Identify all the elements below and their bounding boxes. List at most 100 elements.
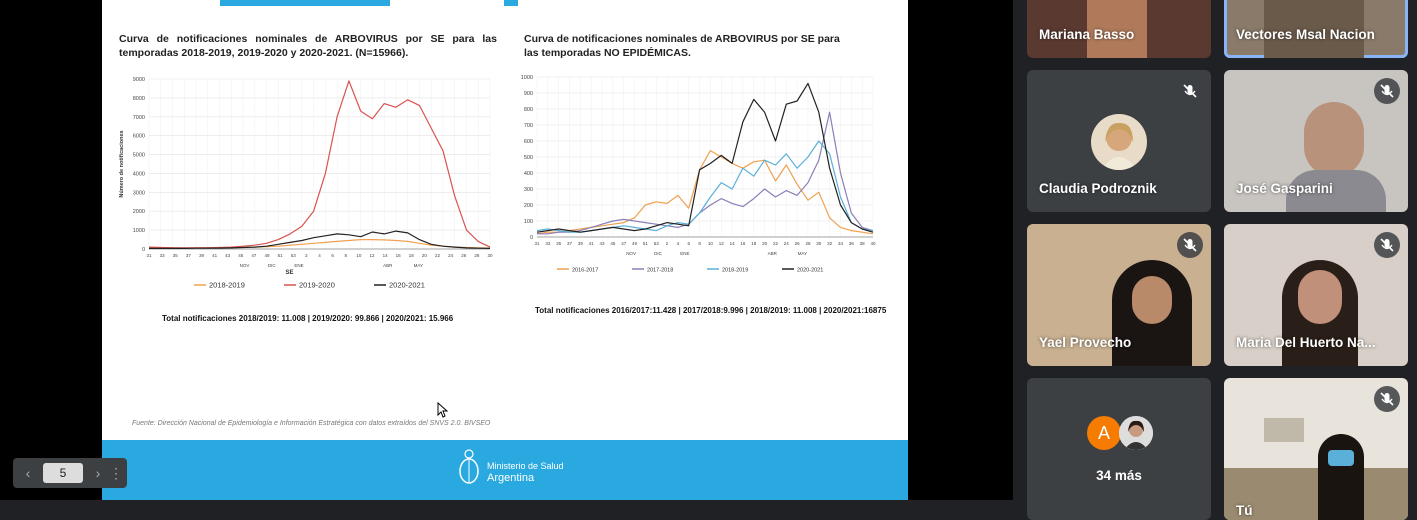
- x-tick-label: 36: [849, 241, 855, 246]
- x-tick-label: 41: [212, 253, 218, 258]
- x-tick-label: 14: [730, 241, 736, 246]
- current-page-indicator[interactable]: 5: [43, 463, 83, 483]
- month-label: ENE: [680, 251, 689, 256]
- slide-accent-bar: [220, 0, 390, 6]
- x-tick-label: 18: [409, 253, 415, 258]
- mic-off-icon: [1374, 232, 1400, 258]
- x-tick-label: 12: [719, 241, 725, 246]
- x-tick-label: 33: [545, 241, 551, 246]
- more-participants-label: 34 más: [1096, 468, 1142, 483]
- month-label: NOV: [626, 251, 636, 256]
- legend-label: 2019-2020: [299, 281, 335, 290]
- x-tick-label: 22: [773, 241, 779, 246]
- x-tick-label: 20: [422, 253, 428, 258]
- y-tick-label: 500: [524, 155, 533, 161]
- participant-video-mask: [1328, 450, 1354, 466]
- series-line: [148, 80, 491, 249]
- x-tick-label: 8: [344, 253, 347, 258]
- month-label: ENE: [294, 263, 303, 268]
- month-label: MAY: [798, 251, 807, 256]
- legend-label: 2018-2019: [209, 281, 245, 290]
- x-tick-label: 4: [677, 241, 680, 246]
- y-axis-title: Número de notificaciones: [119, 130, 125, 197]
- x-tick-label: 35: [556, 241, 562, 246]
- middle-gutter: [908, 0, 1013, 500]
- x-tick-label: 43: [225, 253, 231, 258]
- coat-of-arms-logo: [459, 449, 479, 484]
- participant-tile-yael[interactable]: Yael Provecho: [1027, 224, 1211, 366]
- participant-tile-mariana[interactable]: Mariana Basso: [1027, 0, 1211, 58]
- mic-off-icon: [1177, 232, 1203, 258]
- x-tick-label: 39: [199, 253, 205, 258]
- y-tick-label: 9000: [133, 77, 145, 83]
- x-tick-label: 49: [265, 253, 271, 258]
- participant-tile-more[interactable]: A 34 más: [1027, 378, 1211, 520]
- next-page-button[interactable]: ›: [95, 465, 101, 481]
- slide-footer: Ministerio de Salud Argentina: [102, 440, 908, 500]
- participant-name: José Gasparini: [1236, 181, 1333, 196]
- participant-name: Mariana Basso: [1039, 27, 1135, 42]
- chart2-totals: Total notificaciones 2016/2017:11.428 | …: [535, 306, 887, 315]
- month-label: NOV: [240, 263, 250, 268]
- more-options-button[interactable]: ⋮: [109, 465, 123, 481]
- x-tick-label: 34: [838, 241, 844, 246]
- participant-name: Yael Provecho: [1039, 335, 1132, 350]
- participant-tile-jose[interactable]: José Gasparini: [1224, 70, 1408, 212]
- x-tick-label: 33: [160, 253, 166, 258]
- footer-ministry: Ministerio de Salud: [487, 461, 564, 471]
- participant-video-face: [1298, 270, 1342, 324]
- x-tick-label: 28: [474, 253, 480, 258]
- y-tick-label: 400: [524, 171, 533, 177]
- x-tick-label: 41: [589, 241, 595, 246]
- series-line: [149, 230, 491, 249]
- x-tick-label: 39: [578, 241, 584, 246]
- y-tick-label: 6000: [133, 134, 145, 140]
- participant-tile-self[interactable]: Tú: [1224, 378, 1408, 520]
- x-tick-label: 32: [827, 241, 833, 246]
- participant-video: [1318, 434, 1364, 520]
- series-line: [536, 82, 874, 233]
- x-axis-title: SE: [285, 270, 293, 276]
- legend-label: 2017-2018: [647, 268, 673, 274]
- y-tick-label: 5000: [133, 153, 145, 159]
- series-line: [148, 239, 491, 249]
- series-line: [536, 140, 874, 233]
- x-tick-label: 40: [870, 241, 876, 246]
- legend-label: 2018-2019: [722, 268, 748, 274]
- chart2-title: Curva de notificaciones nominales de ARB…: [524, 33, 840, 59]
- presented-slide: Curva de notificaciones nominales de ARB…: [102, 0, 908, 500]
- x-tick-label: 31: [534, 241, 540, 246]
- participant-name: Maria Del Huerto Na...: [1236, 335, 1376, 350]
- month-label: ABR: [768, 251, 778, 256]
- x-tick-label: 45: [610, 241, 616, 246]
- x-tick-label: 51: [278, 253, 284, 258]
- x-tick-label: 10: [708, 241, 714, 246]
- y-tick-label: 200: [524, 203, 533, 209]
- chart2-svg: 0 100 200 300 400 500 600 700 800 900 1000 31 33 35 37…: [521, 75, 876, 274]
- prev-page-button[interactable]: ‹: [25, 465, 31, 481]
- chart1-title: Curva de notificaciones nominales de ARB…: [119, 33, 497, 59]
- slide-accent-bar: [504, 0, 518, 6]
- x-tick-label: 24: [448, 253, 454, 258]
- participant-tile-claudia[interactable]: Claudia Podroznik: [1027, 70, 1211, 212]
- participant-tile-vectores[interactable]: Vectores Msal Nacion: [1224, 0, 1408, 58]
- mic-off-icon: [1177, 78, 1203, 104]
- y-tick-label: 900: [524, 91, 533, 97]
- mouse-cursor-icon: [437, 402, 449, 418]
- participant-video-body: [1286, 170, 1386, 212]
- x-tick-label: 43: [600, 241, 606, 246]
- participant-tile-maria[interactable]: Maria Del Huerto Na...: [1224, 224, 1408, 366]
- x-tick-label: 30: [487, 253, 493, 258]
- y-tick-label: 100: [524, 219, 533, 225]
- x-tick-label: 47: [251, 253, 257, 258]
- x-tick-label: 53: [654, 241, 660, 246]
- x-tick-label: 26: [795, 241, 801, 246]
- participant-video: [1304, 102, 1364, 177]
- x-tick-label: 18: [751, 241, 757, 246]
- chart1-svg: 0 1000 2000 3000 4000 5000 6000 7000 8000 9000 31 3…: [119, 77, 493, 290]
- y-tick-label: 1000: [521, 75, 533, 81]
- x-tick-label: 20: [762, 241, 768, 246]
- chart1-totals: Total notificaciones 2018/2019: 11.008 |…: [162, 314, 454, 323]
- y-tick-label: 8000: [133, 96, 145, 102]
- x-tick-label: 16: [396, 253, 402, 258]
